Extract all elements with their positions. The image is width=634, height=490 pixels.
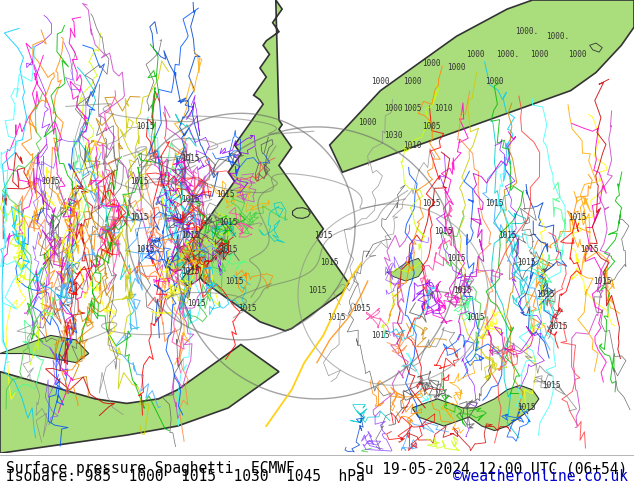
Polygon shape [168, 236, 203, 272]
Text: 1000: 1000 [529, 50, 548, 59]
Text: 1015: 1015 [238, 304, 257, 313]
Text: 1015: 1015 [307, 286, 327, 294]
Text: 1015: 1015 [219, 218, 238, 226]
Text: 1015: 1015 [548, 322, 567, 331]
Text: 1000: 1000 [358, 118, 377, 127]
Text: 1015: 1015 [181, 231, 200, 240]
Text: 1000: 1000 [466, 50, 485, 59]
Text: 1015: 1015 [485, 199, 504, 208]
Text: 1015: 1015 [181, 195, 200, 204]
Text: 1015: 1015 [216, 191, 235, 199]
Polygon shape [0, 344, 279, 453]
Text: 1000: 1000 [371, 77, 390, 86]
Text: 1015: 1015 [580, 245, 599, 254]
Text: 1015: 1015 [517, 258, 536, 268]
Text: 1015: 1015 [593, 276, 612, 286]
Polygon shape [330, 0, 634, 172]
Text: 1015: 1015 [466, 313, 485, 322]
Text: 1015: 1015 [41, 177, 60, 186]
Text: 1000: 1000 [384, 104, 403, 113]
Text: 1000: 1000 [447, 64, 466, 73]
Text: 1015: 1015 [187, 299, 206, 308]
Text: 1015: 1015 [136, 245, 155, 254]
Text: 1015: 1015 [371, 331, 390, 340]
Text: 1000: 1000 [485, 77, 504, 86]
Polygon shape [184, 0, 349, 331]
Text: 1015: 1015 [320, 258, 339, 268]
Text: 1005: 1005 [422, 122, 441, 131]
Text: ©weatheronline.co.uk: ©weatheronline.co.uk [453, 469, 628, 485]
Text: 1000: 1000 [403, 77, 422, 86]
Text: 1015: 1015 [567, 213, 586, 222]
Text: 1015: 1015 [219, 245, 238, 254]
Text: 1010: 1010 [403, 141, 422, 149]
Polygon shape [0, 335, 89, 363]
Text: 1005: 1005 [403, 104, 422, 113]
Polygon shape [412, 385, 539, 431]
Text: 1015: 1015 [447, 254, 466, 263]
Text: 1015: 1015 [536, 290, 555, 299]
Text: 1015: 1015 [517, 403, 536, 413]
Text: 1010: 1010 [434, 104, 453, 113]
Text: 1000: 1000 [422, 59, 441, 68]
Text: Su 19-05-2024 12:00 UTC (06+54): Su 19-05-2024 12:00 UTC (06+54) [356, 462, 628, 476]
Polygon shape [181, 265, 203, 286]
Text: 1015: 1015 [181, 154, 200, 163]
Text: 1015: 1015 [136, 122, 155, 131]
Text: 1000.: 1000. [515, 27, 538, 36]
Text: Isobare: 985  1000  1015  1030  1045  hPa: Isobare: 985 1000 1015 1030 1045 hPa [6, 469, 365, 485]
Text: 1015: 1015 [130, 213, 149, 222]
Text: 1015: 1015 [542, 381, 561, 390]
Text: 1015: 1015 [453, 286, 472, 294]
Text: 1015: 1015 [434, 227, 453, 236]
Text: 1030: 1030 [384, 131, 403, 141]
Text: 1015: 1015 [225, 276, 244, 286]
Text: 1000.: 1000. [547, 32, 569, 41]
Text: 1015: 1015 [327, 313, 346, 322]
Text: 1015: 1015 [181, 268, 200, 276]
Text: 1015: 1015 [314, 231, 333, 240]
Text: Surface pressure Spaghetti  ECMWF: Surface pressure Spaghetti ECMWF [6, 462, 295, 476]
Text: 1015: 1015 [498, 231, 517, 240]
Text: 1015: 1015 [352, 304, 371, 313]
Text: 1000.: 1000. [496, 50, 519, 59]
Text: 1015: 1015 [422, 199, 441, 208]
Text: 1000: 1000 [567, 50, 586, 59]
Polygon shape [590, 43, 602, 52]
Text: 1015: 1015 [130, 177, 149, 186]
Polygon shape [387, 258, 425, 281]
Polygon shape [292, 208, 310, 219]
